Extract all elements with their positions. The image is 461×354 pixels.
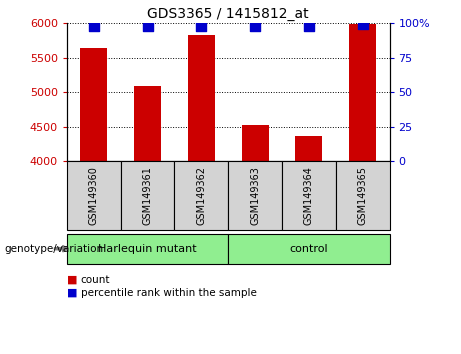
Text: ■: ■: [67, 288, 77, 298]
Text: count: count: [81, 275, 110, 285]
Bar: [242, 125, 268, 161]
Text: control: control: [290, 244, 328, 254]
Point: [251, 23, 259, 29]
Text: GSM149362: GSM149362: [196, 166, 207, 225]
Text: genotype/variation: genotype/variation: [5, 244, 104, 254]
Text: GSM149363: GSM149363: [250, 166, 260, 225]
Bar: [349, 24, 376, 161]
Bar: [80, 48, 107, 161]
Bar: [134, 86, 161, 161]
Point: [144, 23, 151, 29]
Text: percentile rank within the sample: percentile rank within the sample: [81, 288, 257, 298]
Bar: [296, 136, 322, 161]
Bar: [188, 35, 215, 161]
Title: GDS3365 / 1415812_at: GDS3365 / 1415812_at: [148, 7, 309, 21]
Point: [359, 22, 366, 27]
Text: GSM149365: GSM149365: [358, 166, 368, 225]
Text: Harlequin mutant: Harlequin mutant: [98, 244, 197, 254]
Point: [198, 23, 205, 29]
Text: ■: ■: [67, 275, 77, 285]
Text: GSM149360: GSM149360: [89, 166, 99, 225]
Text: GSM149364: GSM149364: [304, 166, 314, 225]
Point: [90, 23, 97, 29]
Text: GSM149361: GSM149361: [142, 166, 153, 225]
Point: [305, 23, 313, 29]
